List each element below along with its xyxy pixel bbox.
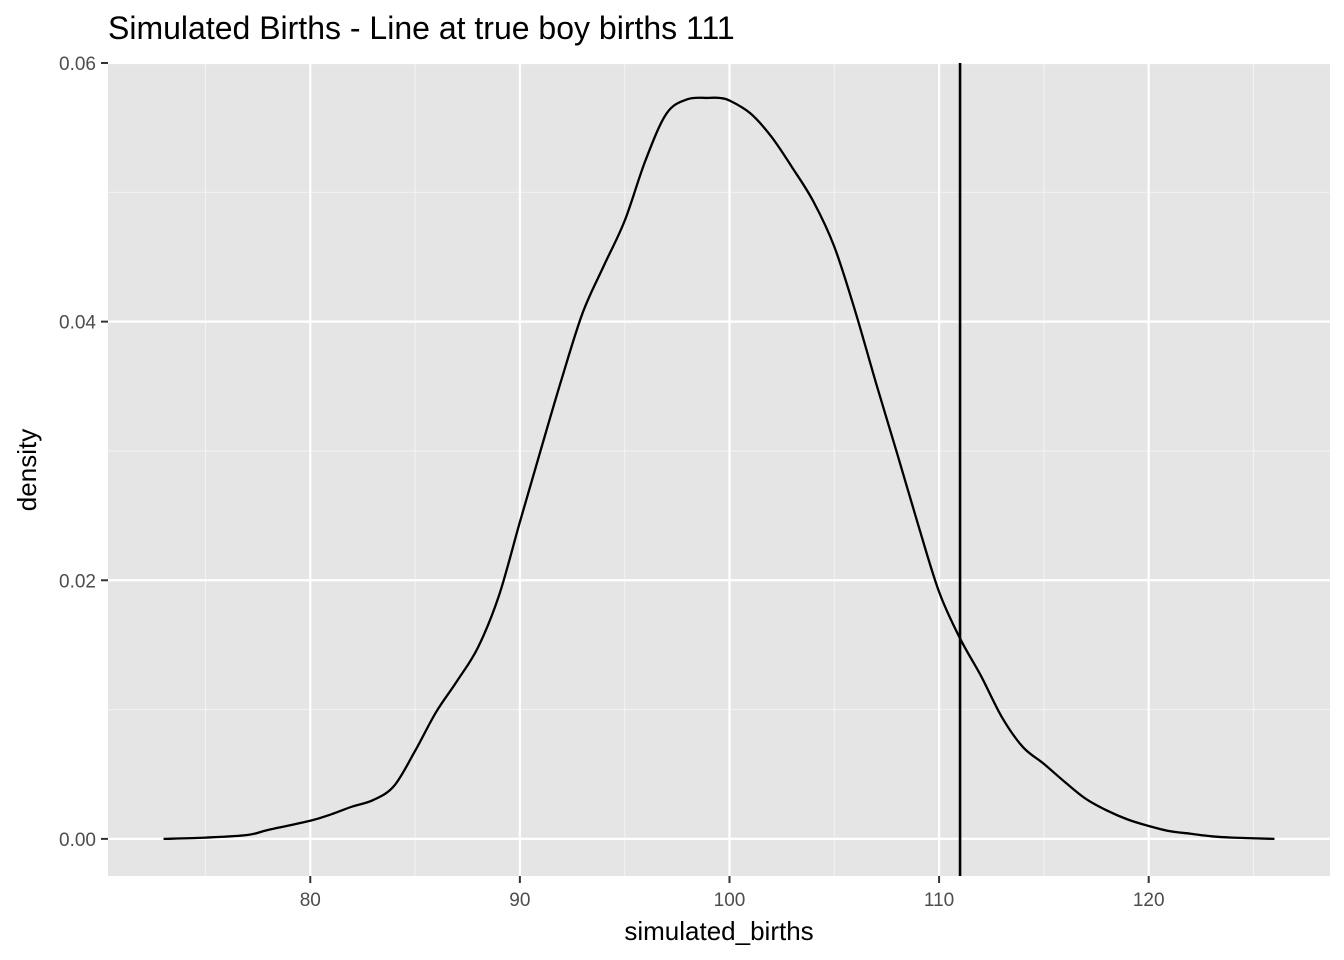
chart-title: Simulated Births - Line at true boy birt… [108, 10, 735, 46]
density-curve [163, 96, 1275, 841]
tick-labels: 80 90 100 110 120 0.00 0.02 0.04 0.06 [59, 54, 1165, 911]
y-tick-label: 0.02 [59, 571, 96, 592]
x-tick-label: 90 [509, 890, 530, 911]
major-gridlines [108, 61, 1330, 876]
plot-panel [108, 63, 1330, 876]
y-tick-label: 0.06 [59, 54, 96, 75]
axis-ticks [101, 62, 1150, 883]
x-axis-title: simulated_births [624, 916, 813, 946]
y-tick-label: 0.00 [59, 830, 96, 851]
x-tick-label: 80 [300, 890, 321, 911]
y-axis-title: density [12, 429, 42, 511]
y-tick-label: 0.04 [59, 313, 96, 334]
x-tick-label: 110 [924, 890, 954, 911]
minor-gridlines [108, 63, 1330, 876]
x-tick-label: 120 [1133, 890, 1165, 911]
x-tick-label: 100 [714, 890, 746, 911]
